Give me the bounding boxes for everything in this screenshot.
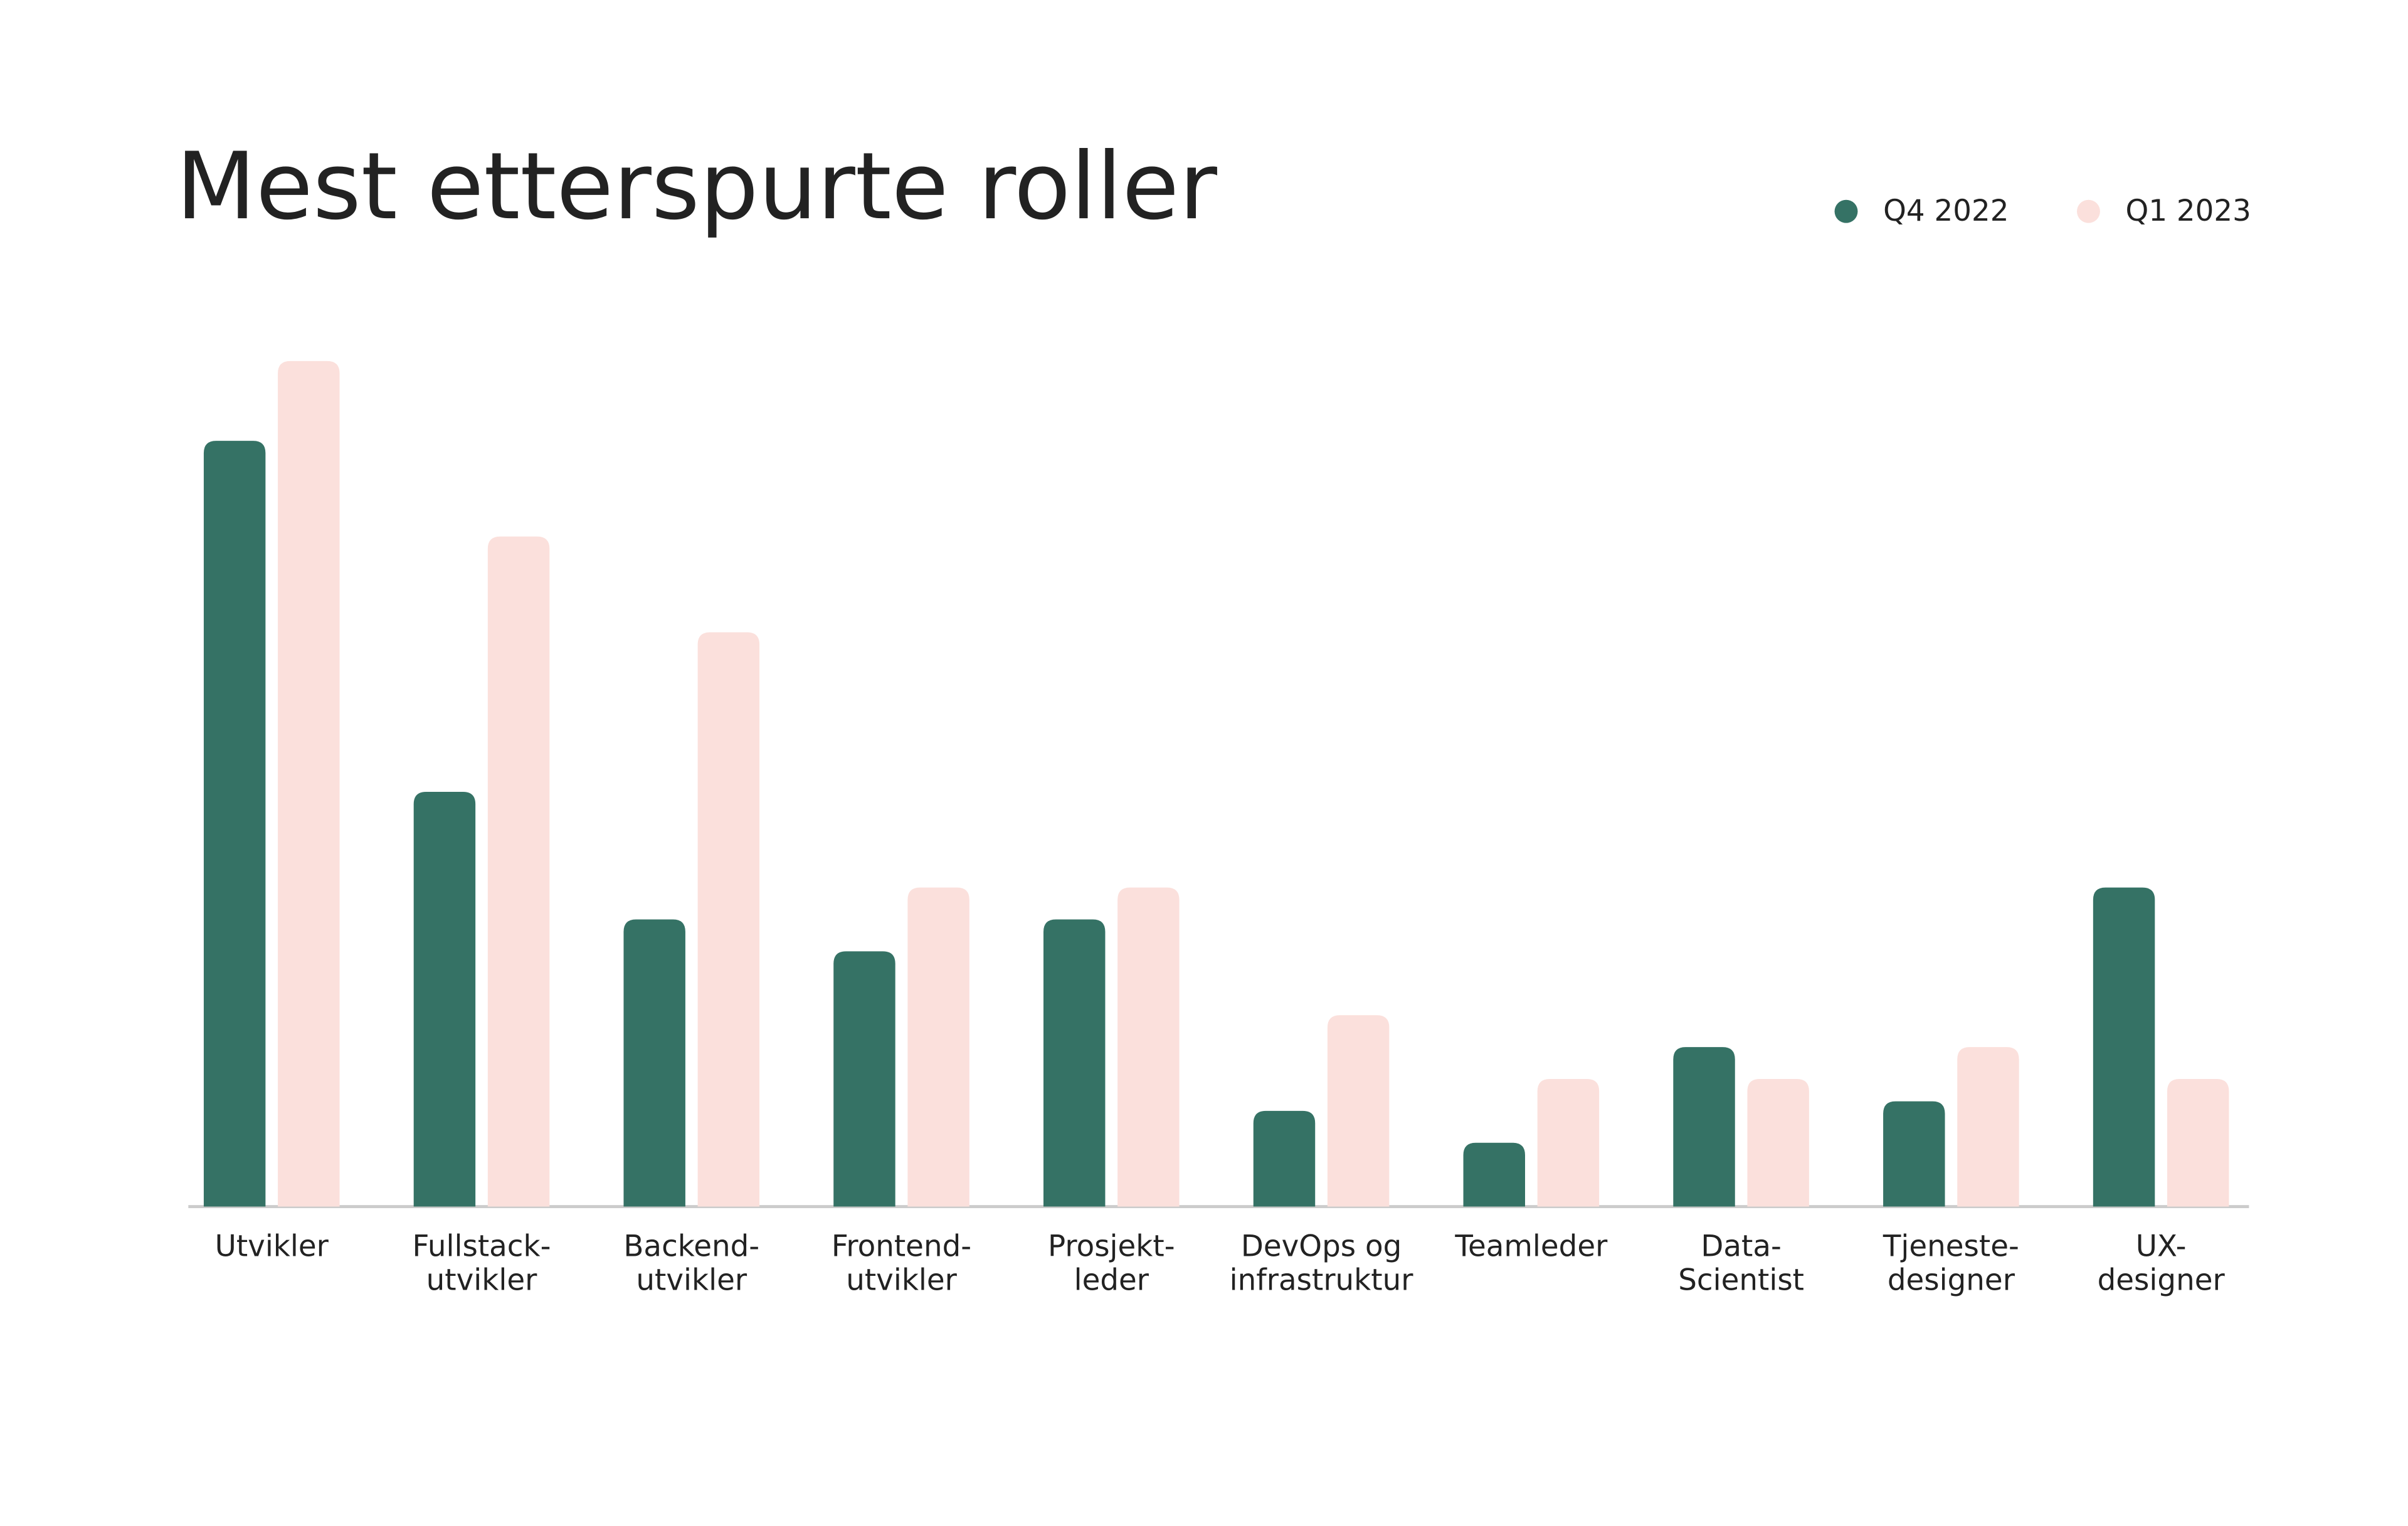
x-tick-label: Backend- — [623, 1230, 759, 1264]
bar — [2167, 1078, 2229, 1207]
bar — [1673, 1047, 1735, 1207]
bar — [1117, 887, 1180, 1207]
bar — [1537, 1078, 1600, 1207]
x-tick-label: designer — [1888, 1264, 2015, 1298]
legend-marker — [1834, 199, 1858, 223]
x-tick-label: Fullstack- — [413, 1230, 551, 1264]
x-tick-label: Tjeneste- — [1883, 1230, 2019, 1264]
legend-label: Q1 2023 — [2126, 194, 2251, 228]
bar — [1043, 919, 1106, 1207]
x-tick-label: Teamleder — [1454, 1230, 1608, 1264]
x-tick-label: Scientist — [1678, 1264, 1804, 1298]
chart-title: Mest etterspurte roller — [176, 132, 1218, 240]
x-tick-label: utvikler — [636, 1264, 747, 1298]
x-tick-label: DevOps og — [1241, 1230, 1402, 1264]
bar — [1253, 1110, 1316, 1207]
bar — [697, 632, 760, 1207]
x-tick-label: utvikler — [426, 1264, 537, 1298]
legend-marker — [2077, 199, 2100, 223]
bar — [413, 791, 476, 1207]
bar — [907, 887, 969, 1207]
bar — [203, 441, 266, 1207]
x-tick-label: designer — [2098, 1264, 2226, 1298]
bar — [1327, 1015, 1390, 1207]
bar — [623, 919, 685, 1207]
bar — [2093, 887, 2155, 1207]
bar — [487, 536, 550, 1207]
legend-label: Q4 2022 — [1883, 194, 2009, 228]
bar — [1957, 1047, 2019, 1207]
bar — [1747, 1078, 1809, 1207]
x-tick-label: Data- — [1701, 1230, 1782, 1264]
x-tick-label: Utvikler — [215, 1230, 329, 1264]
x-tick-label: utvikler — [846, 1264, 957, 1298]
bar — [1463, 1142, 1525, 1207]
x-tick-label: leder — [1074, 1264, 1149, 1298]
x-tick-label: infrastruktur — [1230, 1264, 1414, 1298]
bar — [833, 951, 895, 1207]
bar — [1883, 1101, 1945, 1207]
x-tick-label: UX- — [2136, 1230, 2187, 1264]
x-tick-label: Prosjekt- — [1048, 1230, 1175, 1264]
bar — [278, 360, 340, 1207]
x-tick-label: Frontend- — [832, 1230, 971, 1264]
